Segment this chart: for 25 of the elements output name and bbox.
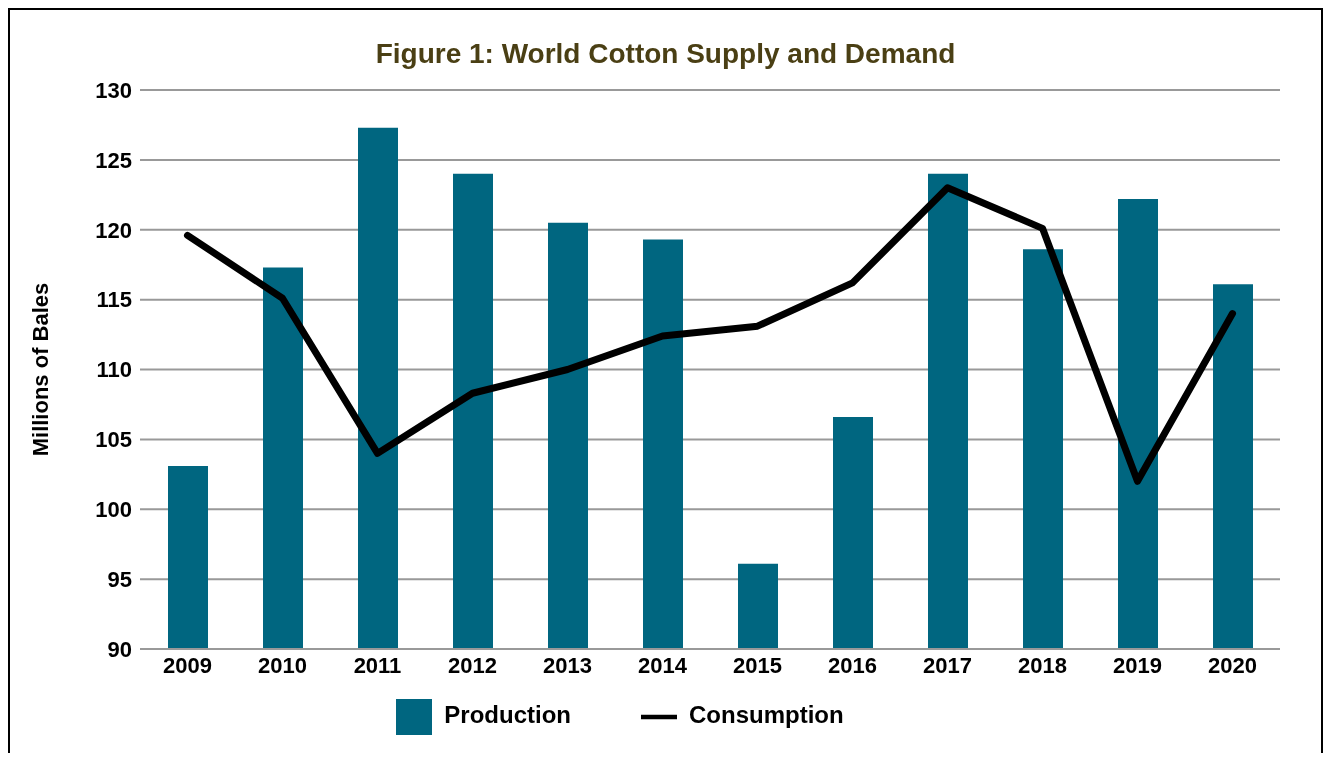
x-tick-label: 2010 — [258, 652, 307, 678]
legend-label: Production — [444, 701, 571, 729]
x-tick-label: 2014 — [638, 652, 688, 678]
x-tick-label: 2020 — [1208, 652, 1257, 678]
y-tick-label: 110 — [96, 357, 132, 383]
y-tick-label: 105 — [95, 427, 132, 453]
x-tick-label: 2018 — [1018, 652, 1067, 678]
y-tick-label: 90 — [107, 636, 132, 662]
y-tick-label: 130 — [95, 77, 132, 103]
x-tick-label: 2015 — [733, 652, 782, 678]
y-tick-label: 100 — [95, 497, 132, 523]
x-tick-label: 2019 — [1113, 652, 1162, 678]
y-axis-title: Millions of Bales — [27, 282, 53, 457]
y-tick-label: 115 — [96, 287, 132, 313]
x-tick-label: 2017 — [923, 652, 972, 678]
chart-title: Figure 1: World Cotton Supply and Demand — [374, 38, 957, 70]
x-tick-label: 2013 — [543, 652, 592, 678]
x-tick-label: 2011 — [353, 652, 402, 678]
y-tick-label: 95 — [107, 566, 132, 592]
x-tick-label: 2016 — [828, 652, 877, 678]
legend-label: Consumption — [689, 701, 844, 729]
y-tick-label: 120 — [95, 217, 132, 243]
x-tick-label: 2009 — [163, 652, 212, 678]
x-tick-label: 2012 — [448, 652, 497, 678]
y-tick-label: 125 — [95, 147, 132, 173]
